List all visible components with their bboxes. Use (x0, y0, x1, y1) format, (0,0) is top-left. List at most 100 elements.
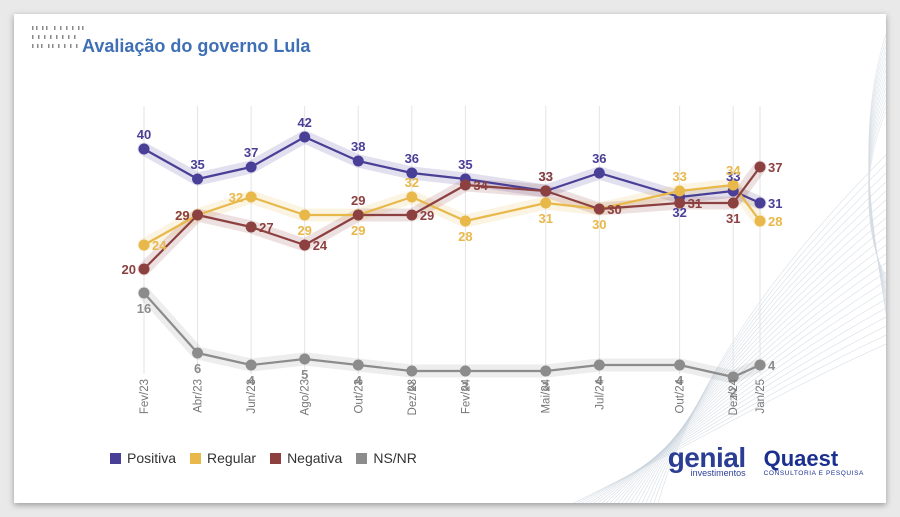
data-label: 24 (152, 238, 167, 253)
x-tick-label: Jul/24 (594, 378, 606, 409)
data-point (727, 197, 739, 209)
data-point (674, 185, 686, 197)
legend: Positiva Regular Negativa NS/NR (110, 450, 417, 466)
data-label: 35 (190, 157, 204, 172)
data-point (754, 359, 766, 371)
data-point (352, 359, 364, 371)
legend-swatch (270, 452, 282, 464)
x-tick-label: Dez/24 (728, 378, 740, 415)
data-point (540, 197, 552, 209)
legend-label: Negativa (287, 450, 343, 466)
data-label: 31 (768, 196, 782, 211)
data-point (727, 179, 739, 191)
data-point (540, 365, 552, 377)
data-point (674, 197, 686, 209)
x-tick-label: Ago/23 (300, 379, 312, 415)
x-tick-label: Abr/23 (193, 379, 205, 413)
x-tick-label: Fev/24 (460, 378, 472, 414)
logos: genial investimentos Quaest CONSULTORIA … (667, 442, 864, 479)
data-point (674, 359, 686, 371)
data-point (138, 287, 150, 299)
data-point (299, 131, 311, 143)
series-points (138, 131, 766, 383)
data-label: 28 (768, 214, 782, 229)
legend-swatch (190, 452, 202, 464)
data-point (406, 209, 418, 221)
legend-label: Positiva (127, 450, 177, 466)
data-label: 4 (248, 373, 256, 388)
data-point (192, 173, 204, 185)
series-bands (137, 130, 767, 384)
series-line (143, 166, 761, 270)
data-label: 29 (175, 208, 189, 223)
x-tick-label: Mai/24 (541, 378, 553, 413)
data-point (138, 239, 150, 251)
genial-logo: genial investimentos (667, 442, 746, 479)
data-label: 34 (473, 178, 488, 193)
data-label: 34 (726, 163, 741, 178)
data-label: 4 (355, 373, 363, 388)
data-label: 31 (688, 196, 702, 211)
x-tick-label: Fev/23 (139, 379, 151, 414)
chart-title: Avaliação do governo Lula (82, 36, 311, 56)
data-point (593, 203, 605, 215)
data-label: 4 (768, 358, 776, 373)
data-label: 31 (726, 211, 740, 226)
data-point (754, 161, 766, 173)
genial-logo-sub: investimentos (690, 468, 746, 478)
data-label: 33 (672, 169, 686, 184)
data-point (352, 209, 364, 221)
data-point (192, 347, 204, 359)
data-label: 33 (726, 169, 740, 184)
x-tick-label: Jan/25 (755, 379, 767, 414)
data-label: 29 (175, 208, 189, 223)
legend-label: Regular (207, 450, 257, 466)
data-label: 20 (122, 262, 136, 277)
series-line (143, 292, 761, 379)
data-point (459, 365, 471, 377)
quaest-logo-sub: CONSULTORIA E PESQUISA (763, 469, 864, 477)
vertical-gridlines (143, 106, 761, 374)
data-point (593, 167, 605, 179)
data-label: 37 (768, 160, 782, 175)
data-label: 32 (672, 205, 686, 220)
data-label: 32 (229, 190, 243, 205)
data-point (754, 215, 766, 227)
data-point (245, 191, 257, 203)
data-label: 33 (539, 169, 553, 184)
data-label: 29 (420, 208, 434, 223)
data-label: 36 (405, 151, 419, 166)
series-lines (143, 135, 761, 379)
data-label: 37 (244, 145, 258, 160)
legend-item: Negativa (270, 450, 342, 466)
legend-item: NS/NR (356, 450, 417, 466)
data-label: 31 (539, 211, 553, 226)
data-label: 27 (259, 220, 273, 235)
x-tick-label: Dez/23 (407, 379, 419, 415)
series-line (143, 183, 761, 246)
data-label: 42 (297, 115, 311, 130)
data-point (138, 263, 150, 275)
x-tick-label: Jun/23 (246, 379, 258, 414)
wave-decoration (573, 33, 886, 503)
data-label: 2 (730, 385, 737, 400)
data-point (459, 179, 471, 191)
data-label: 3 (542, 379, 549, 394)
data-point (754, 197, 766, 209)
legend-label: NS/NR (373, 450, 417, 466)
legend-swatch (356, 452, 368, 464)
legend-swatch (110, 452, 121, 464)
data-label: 29 (351, 223, 365, 238)
data-label: 3 (462, 379, 469, 394)
data-point (406, 167, 418, 179)
data-label: 33 (539, 169, 553, 184)
data-label: 16 (137, 301, 151, 316)
genial-logo-text: genial (667, 442, 746, 473)
data-label: 38 (351, 139, 365, 154)
data-label: 30 (592, 217, 606, 232)
data-point (406, 191, 418, 203)
data-label: 29 (351, 193, 365, 208)
data-label: 4 (596, 373, 604, 388)
data-label: 32 (405, 175, 419, 190)
